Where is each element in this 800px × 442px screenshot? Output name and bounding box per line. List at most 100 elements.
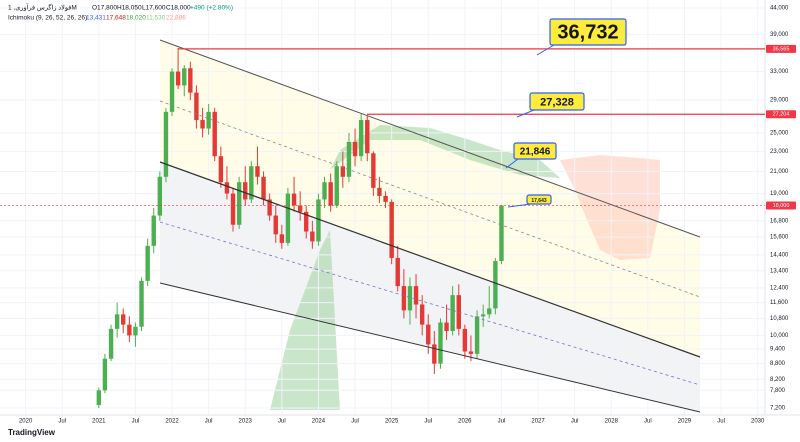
candle-body [230,193,236,225]
candle-body [151,215,156,246]
x-tick-label: 2027 [531,419,545,425]
x-tick-label: 2020 [19,419,33,425]
candle-body [243,182,248,200]
candle-body [121,314,126,325]
y-tick-label: 23,000 [770,149,789,155]
y-tick-label: 8,200 [770,377,786,383]
x-tick-label: Jul [571,419,579,425]
indicator-value: 13,431 [86,15,106,22]
candle-body [389,201,394,258]
callout-label: 36,732 [557,21,618,43]
price-tag-label: 18,000 [773,203,790,209]
x-tick-label: 2021 [92,419,106,425]
x-tick-label: Jul [278,419,286,425]
candle-body [450,295,455,332]
x-tick-label: Jul [498,419,506,425]
candle-body [487,308,492,315]
y-tick-label: 39,000 [770,32,789,38]
y-tick-label: 13,400 [770,268,789,274]
x-tick-label: 2022 [165,419,179,425]
price-tag [766,201,796,210]
change: +490 (+2.80%) [190,5,233,12]
candle-body [365,120,370,154]
y-tick-label: 33,000 [770,69,789,75]
footer-logo[interactable]: TradingView [8,428,56,437]
candle-body [249,166,254,200]
candle-body [273,215,278,235]
header: فولاد زاگرس فرآوری, 1M O17,800 H18,050 L… [8,2,233,22]
callout-box [526,194,552,205]
y-tick-label: 8,800 [770,361,786,367]
candle-body [224,182,230,194]
channel-line [159,39,701,238]
callout-pointer [536,44,555,56]
price-tag-label: 27,204 [773,112,790,118]
callout-box [529,92,585,111]
price-tag [766,44,796,53]
candle-body [206,111,211,129]
channel-line [159,282,701,413]
y-tick-label: 29,000 [770,98,789,104]
candle-body [188,68,193,93]
candle-body [194,92,199,121]
candle-body [480,314,486,317]
x-tick-label: Jul [58,419,66,425]
candle-body [157,176,163,216]
candle-body [383,195,388,202]
indicator-value: 17,648 [106,15,126,22]
indicator-value: 18,020 [126,15,146,22]
symbol: فولاد زاگرس فرآوری, 1M [8,2,77,12]
y-tick-label: 10,000 [770,333,789,339]
candle-body [139,280,144,327]
candle-body [297,205,303,212]
callout-box [513,142,557,160]
y-tick-label: 7,200 [770,406,786,412]
candle-body [316,199,321,242]
ohlc: O17,800 [92,5,117,12]
candle-body [108,328,114,359]
candle-body [200,120,205,129]
callout-pointer [505,158,519,169]
candle-body [432,344,437,364]
candle-body [182,68,187,86]
x-tick-label: Jul [132,419,140,425]
candle-body [340,166,346,177]
candle-body [334,166,339,206]
y-tick-label: 44,000 [770,6,789,12]
candle-body [218,156,224,183]
candle-body [474,316,480,354]
y-tick-label: 11,600 [770,300,789,306]
price-tag-label: 36,565 [773,46,790,52]
x-tick-label: 2025 [385,419,399,425]
candle-body [426,324,431,345]
candle-body [285,193,291,243]
ohlc: H18,050 [117,5,142,12]
candle-body [279,234,285,243]
candle-body [304,211,309,232]
candle-body [267,199,272,216]
candle-body [96,390,102,405]
candle-body [493,261,498,309]
callout-pointer [507,203,532,208]
candle-body [133,326,138,336]
candle-body [163,111,169,177]
indicator-value: 22,886 [166,15,186,22]
x-tick-label: 2029 [678,419,692,425]
candle-body [322,182,327,200]
y-tick-label: 14,400 [770,252,789,258]
candle-body [169,71,175,112]
candle-body [401,286,407,311]
callout-label: 21,846 [520,147,551,158]
candle-body [346,141,352,177]
candle-body [358,120,364,157]
x-tick-label: 2026 [458,419,472,425]
channel-upper-fill [160,40,700,357]
x-tick-label: Jul [644,419,652,425]
candle-body [236,182,242,225]
x-tick-label: 2024 [312,419,326,425]
candle-body [261,176,266,200]
callout-box [549,18,627,46]
indicator: Ichimoku (9, 26, 52, 26, 26) [8,15,87,22]
ichimoku-cloud [270,230,340,410]
